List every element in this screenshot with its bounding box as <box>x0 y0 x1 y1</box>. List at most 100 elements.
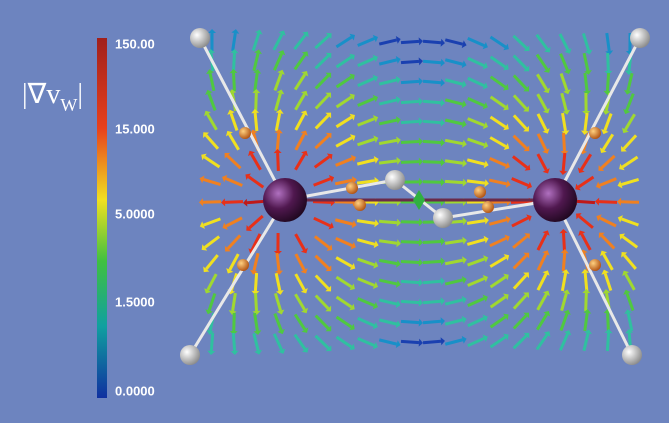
arrow-head <box>503 83 509 91</box>
arrow-shaft <box>294 233 306 251</box>
arrow-head <box>395 320 401 329</box>
arrow-shaft <box>512 294 528 310</box>
arrow-head <box>278 348 286 354</box>
arrow-head <box>243 198 248 207</box>
arrow-shaft <box>512 334 528 350</box>
arrow-head <box>583 309 592 314</box>
center-marker <box>413 190 425 210</box>
arrow-head <box>461 120 467 128</box>
arrow-shaft <box>444 239 464 245</box>
arrow-shaft <box>203 217 221 227</box>
arrow-shaft <box>625 93 635 111</box>
arrow-head <box>484 216 489 225</box>
arrow-head <box>461 335 467 344</box>
arrow-head <box>440 78 445 87</box>
arrow-shaft <box>356 158 376 166</box>
arrow-shaft <box>422 240 442 244</box>
arrow-shaft <box>206 273 218 291</box>
arrow-shaft <box>228 253 240 271</box>
arrow-shaft <box>621 235 639 249</box>
arrow-head <box>440 237 445 246</box>
arrow-head <box>440 118 445 127</box>
arrow-shaft <box>246 199 266 205</box>
arrow-head <box>228 89 237 94</box>
arrow-shaft <box>378 298 398 306</box>
arrow-head <box>349 113 355 121</box>
arrow-shaft <box>444 338 464 346</box>
arrow-head <box>207 350 216 355</box>
arrow-head <box>273 149 282 154</box>
arrow-head <box>624 89 632 95</box>
arrow-shaft <box>335 35 353 49</box>
arrow-shaft <box>489 295 507 309</box>
arrow-shaft <box>605 332 611 352</box>
atom <box>474 186 486 198</box>
arrow-shaft <box>511 155 529 169</box>
arrow-head <box>523 252 530 259</box>
arrow-shaft <box>422 139 442 145</box>
arrow-shaft <box>599 177 617 187</box>
arrow-shaft <box>444 38 464 46</box>
arrow-shaft <box>489 315 507 329</box>
arrow-shaft <box>400 140 420 144</box>
arrow-head <box>254 49 262 55</box>
arrow-shaft <box>232 72 236 92</box>
arrow-head <box>580 130 589 135</box>
arrow-shaft <box>624 273 636 291</box>
arrow-head <box>228 310 237 315</box>
arrow-shaft <box>208 72 216 92</box>
arrow-head <box>372 94 378 103</box>
arrow-head <box>624 309 633 315</box>
arrow-shaft <box>357 97 375 107</box>
arrow-head <box>562 109 571 115</box>
arrow-shaft <box>623 254 637 270</box>
arrow-head <box>561 130 570 135</box>
arrow-shaft <box>293 33 307 51</box>
arrow-head <box>275 270 283 275</box>
atom <box>346 182 358 194</box>
bond <box>553 37 642 201</box>
arrow-shaft <box>357 77 375 87</box>
arrow-shaft <box>378 138 398 146</box>
arrow-head <box>440 38 445 47</box>
arrow-head <box>221 198 226 207</box>
arrow-head <box>372 321 378 330</box>
arrow-head <box>325 112 332 119</box>
arrow-shaft <box>203 155 221 169</box>
arrow-shaft <box>400 59 420 65</box>
arrow-head <box>199 221 205 229</box>
arrow-head <box>204 110 211 117</box>
arrow-shaft <box>207 93 217 111</box>
arrow-head <box>526 214 532 222</box>
arrow-shaft <box>510 200 530 204</box>
arrow-head <box>225 130 233 137</box>
arrow-head <box>503 63 509 71</box>
arrow-shaft <box>335 275 353 289</box>
arrow-head <box>201 153 207 161</box>
arrow-head <box>418 298 423 307</box>
arrow-shaft <box>378 58 398 66</box>
arrow-head <box>418 77 423 86</box>
arrow-head <box>253 69 262 74</box>
arrow-shaft <box>444 318 464 326</box>
arrow-shaft <box>400 79 420 85</box>
atom <box>180 345 200 365</box>
arrow-head <box>224 245 231 252</box>
arrow-head <box>482 274 488 283</box>
arrow-head <box>301 307 309 314</box>
arrow-shaft <box>535 313 549 331</box>
arrow-shaft <box>489 256 507 268</box>
arrow-head <box>224 152 231 159</box>
arrow-shaft <box>231 52 237 72</box>
arrow-head <box>230 49 239 54</box>
arrow-head <box>503 123 509 131</box>
arrow-head <box>461 100 467 109</box>
arrow-head <box>575 183 581 191</box>
arrow-head <box>349 33 355 41</box>
arrow-head <box>372 114 379 123</box>
arrow-head <box>300 110 308 116</box>
arrow-head <box>301 71 309 77</box>
arrow-head <box>349 73 355 81</box>
arrow-shaft <box>251 32 261 52</box>
arrow-head <box>583 69 592 75</box>
